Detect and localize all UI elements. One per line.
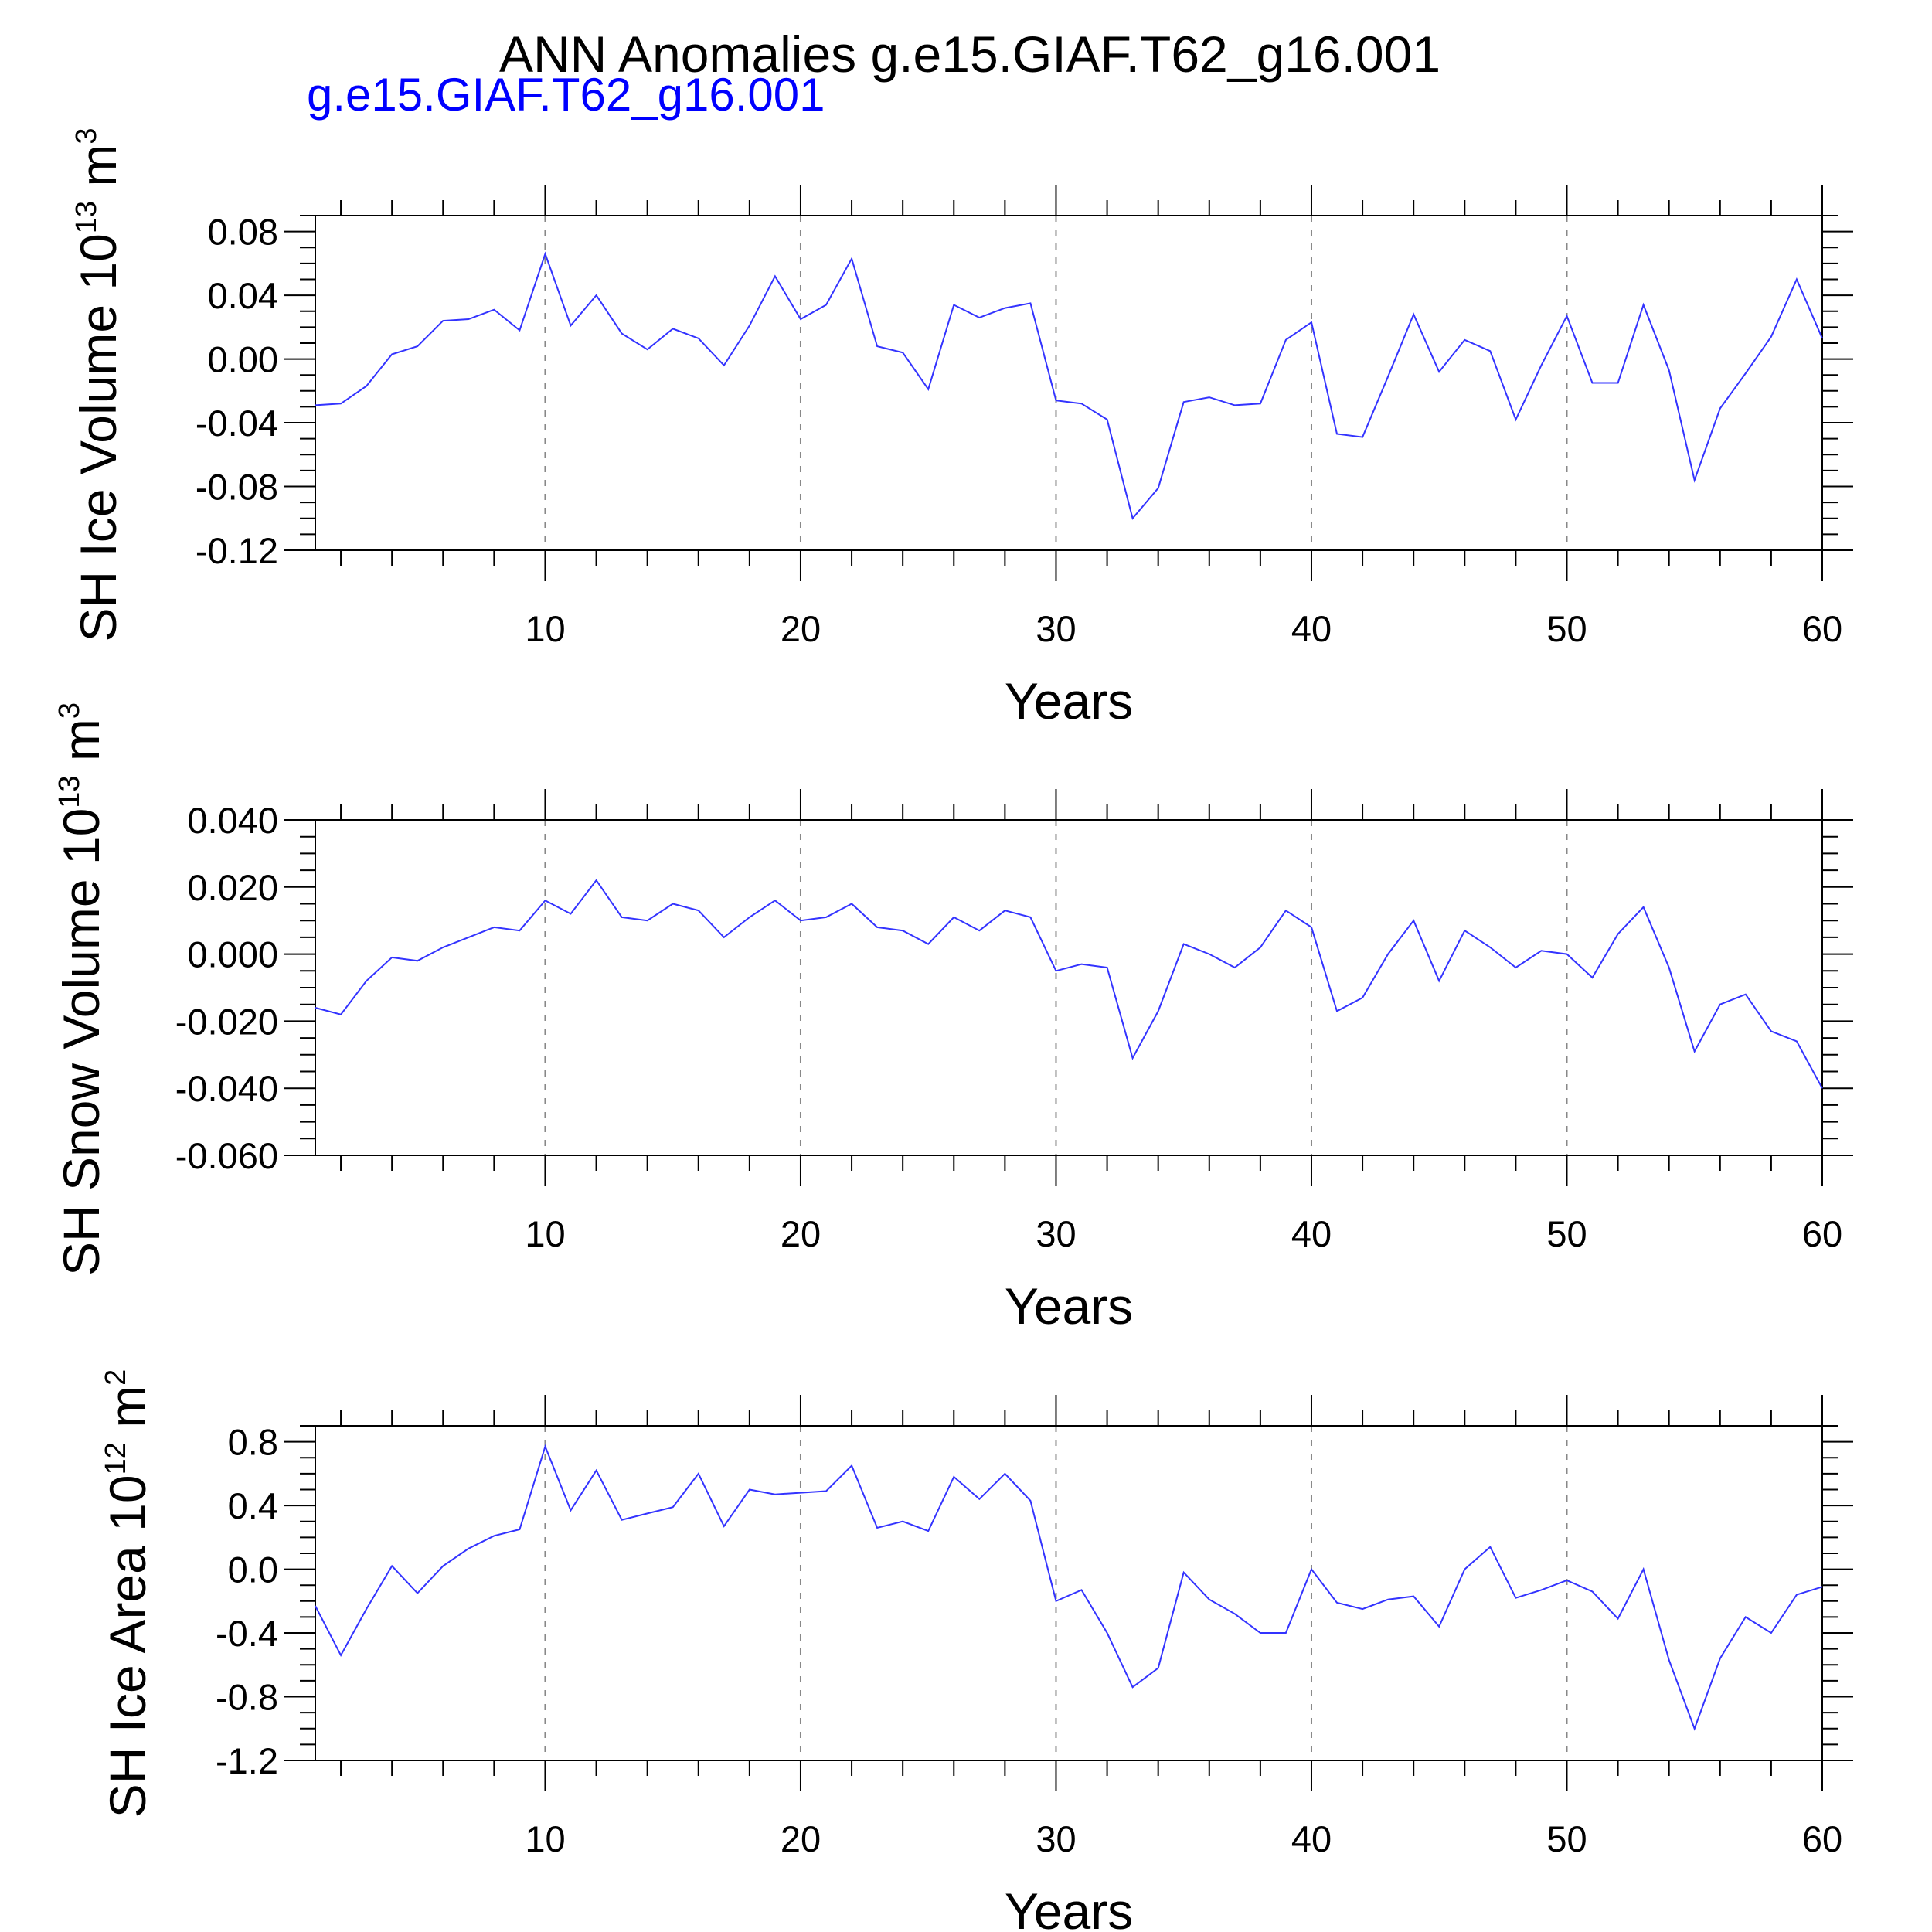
- y-tick-label: -0.08: [196, 467, 278, 508]
- chart-panel: 0.8 0.4 0.0 -0.4 -0.8 -1.2 10 20 30 40 50 60 Years SH…: [99, 1369, 1853, 1932]
- series-line: [315, 1444, 1823, 1731]
- y-tick-label: 0.040: [187, 800, 278, 841]
- x-tick-label: 50: [1546, 608, 1587, 649]
- y-tick-label: -0.4: [216, 1613, 278, 1654]
- y-axis-label: SH Snow Volume 1013 m3: [53, 702, 110, 1276]
- y-tick-label: -0.8: [216, 1677, 278, 1718]
- y-axis-label-exponent: 12: [100, 1442, 132, 1475]
- y-axis-label-unit: m: [53, 719, 110, 775]
- y-tick-label: 0.000: [187, 934, 278, 975]
- x-axis-label: Years: [1005, 672, 1133, 730]
- x-tick-label: 30: [1036, 608, 1076, 649]
- figure-title: ANN Anomalies g.e15.GIAF.T62_g16.001: [499, 26, 1440, 83]
- plot-frame: [315, 819, 1823, 1156]
- chart-panel: 0.040 0.020 0.000 -0.020 -0.040 -0.060 10 20 30 4…: [53, 702, 1853, 1335]
- y-tick-label: -0.020: [175, 1001, 278, 1042]
- x-tick-label: 30: [1036, 1818, 1076, 1859]
- y-axis-label: SH Ice Volume 1013 m3: [70, 128, 127, 641]
- x-axis-label: Years: [1005, 1277, 1133, 1335]
- y-tick-label: -0.12: [196, 530, 278, 571]
- y-tick-label: 0.8: [228, 1422, 278, 1463]
- x-tick-label: 20: [781, 608, 821, 649]
- figure-subtitle: g.e15.GIAF.T62_g16.001: [307, 69, 825, 121]
- y-axis-label-text: SH Snow Volume 10: [53, 808, 110, 1276]
- x-tick-label: 40: [1291, 1818, 1332, 1859]
- x-tick-label: 40: [1291, 608, 1332, 649]
- y-tick-label: 0.0: [228, 1549, 278, 1590]
- x-tick-label: 60: [1802, 608, 1842, 649]
- y-tick-label: -1.2: [216, 1740, 278, 1781]
- x-tick-label: 10: [525, 1818, 565, 1859]
- x-tick-label: 30: [1036, 1213, 1076, 1254]
- plot-frame: [315, 215, 1823, 551]
- x-axis-label: Years: [1005, 1883, 1133, 1932]
- x-tick-label: 60: [1802, 1213, 1842, 1254]
- x-tick-label: 10: [525, 608, 565, 649]
- y-tick-label: -0.040: [175, 1068, 278, 1109]
- y-tick-label: 0.00: [208, 339, 278, 380]
- x-tick-label: 20: [781, 1818, 821, 1859]
- y-axis-label-unit: m: [99, 1386, 156, 1442]
- x-tick-label: 20: [781, 1213, 821, 1254]
- y-tick-label: 0.4: [228, 1485, 278, 1526]
- y-axis-label-text: SH Ice Volume 10: [70, 233, 127, 641]
- chart-panels: 0.08 0.04 0.00 -0.04 -0.08 -0.12 10 20 30 40 50 60 Y…: [53, 128, 1853, 1932]
- y-tick-label: -0.04: [196, 403, 278, 444]
- series-line: [315, 251, 1823, 520]
- y-axis-label: SH Ice Area 1012 m2: [99, 1369, 156, 1818]
- y-tick-label: -0.060: [175, 1135, 278, 1176]
- chart-panel: 0.08 0.04 0.00 -0.04 -0.08 -0.12 10 20 30 40 50 60 Y…: [70, 128, 1853, 730]
- y-tick-label: 0.020: [187, 867, 278, 908]
- x-tick-label: 40: [1291, 1213, 1332, 1254]
- y-tick-label: 0.04: [208, 275, 278, 316]
- y-axis-label-unit-exponent: 3: [53, 702, 86, 719]
- x-tick-label: 60: [1802, 1818, 1842, 1859]
- x-tick-label: 50: [1546, 1213, 1587, 1254]
- x-tick-label: 50: [1546, 1818, 1587, 1859]
- y-axis-label-exponent: 13: [53, 775, 86, 808]
- y-tick-label: 0.08: [208, 212, 278, 253]
- plot-frame: [315, 1425, 1823, 1761]
- y-axis-label-text: SH Ice Area 10: [99, 1475, 156, 1818]
- x-tick-label: 10: [525, 1213, 565, 1254]
- y-axis-label-exponent: 13: [70, 201, 103, 233]
- y-axis-label-unit-exponent: 2: [100, 1369, 132, 1386]
- y-axis-label-unit-exponent: 3: [70, 128, 103, 144]
- y-axis-label-unit: m: [70, 145, 127, 201]
- series-line: [315, 879, 1823, 1089]
